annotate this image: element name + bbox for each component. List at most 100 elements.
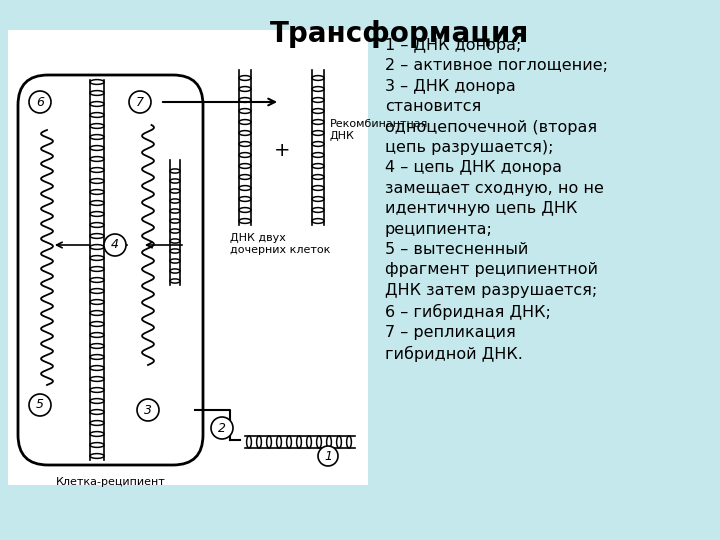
Ellipse shape <box>312 98 324 103</box>
Circle shape <box>318 446 338 466</box>
Ellipse shape <box>90 410 104 414</box>
Ellipse shape <box>312 197 324 201</box>
Ellipse shape <box>312 219 324 224</box>
Circle shape <box>104 234 126 256</box>
Ellipse shape <box>90 134 104 139</box>
Ellipse shape <box>90 267 104 272</box>
Ellipse shape <box>170 269 180 273</box>
Ellipse shape <box>90 454 104 458</box>
Circle shape <box>137 399 159 421</box>
Ellipse shape <box>239 119 251 124</box>
Ellipse shape <box>90 310 104 315</box>
Circle shape <box>129 91 151 113</box>
Ellipse shape <box>90 278 104 282</box>
Ellipse shape <box>90 91 104 96</box>
Ellipse shape <box>90 167 104 172</box>
Circle shape <box>29 91 51 113</box>
Ellipse shape <box>90 222 104 227</box>
Text: Рекомбинантная
ДНК: Рекомбинантная ДНК <box>330 119 428 141</box>
Ellipse shape <box>266 436 271 448</box>
Ellipse shape <box>90 343 104 348</box>
Text: 2: 2 <box>218 422 226 435</box>
Ellipse shape <box>312 207 324 212</box>
Ellipse shape <box>90 190 104 194</box>
Ellipse shape <box>90 288 104 293</box>
Ellipse shape <box>90 300 104 305</box>
Ellipse shape <box>90 179 104 184</box>
Ellipse shape <box>239 109 251 113</box>
Ellipse shape <box>90 376 104 381</box>
Circle shape <box>211 417 233 439</box>
Circle shape <box>29 394 51 416</box>
Text: Трансформация: Трансформация <box>271 20 530 48</box>
Ellipse shape <box>170 179 180 183</box>
Ellipse shape <box>170 279 180 283</box>
Ellipse shape <box>239 219 251 224</box>
Ellipse shape <box>170 189 180 193</box>
Ellipse shape <box>312 131 324 136</box>
Ellipse shape <box>239 98 251 103</box>
Text: 1 – ДНК донора;
2 – активное поглощение;
3 – ДНК донора
становится
одноцепочечно: 1 – ДНК донора; 2 – активное поглощение;… <box>385 38 608 362</box>
Text: +: + <box>274 140 290 159</box>
Ellipse shape <box>307 436 311 448</box>
Ellipse shape <box>170 249 180 253</box>
Ellipse shape <box>312 153 324 157</box>
Text: 3: 3 <box>144 403 152 416</box>
Text: Клетка-реципиент: Клетка-реципиент <box>55 477 166 487</box>
Ellipse shape <box>312 109 324 113</box>
Ellipse shape <box>312 186 324 191</box>
Ellipse shape <box>90 421 104 426</box>
Ellipse shape <box>312 164 324 168</box>
Ellipse shape <box>90 79 104 84</box>
Ellipse shape <box>90 333 104 338</box>
Ellipse shape <box>239 207 251 212</box>
Ellipse shape <box>327 436 331 448</box>
Text: 7: 7 <box>136 96 144 109</box>
FancyBboxPatch shape <box>18 75 203 465</box>
Ellipse shape <box>239 76 251 80</box>
Text: ДНК двух
дочерних клеток: ДНК двух дочерних клеток <box>230 233 330 255</box>
Ellipse shape <box>90 234 104 238</box>
Ellipse shape <box>287 436 292 448</box>
Ellipse shape <box>276 436 282 448</box>
Ellipse shape <box>90 200 104 205</box>
Ellipse shape <box>239 197 251 201</box>
Text: 5: 5 <box>36 399 44 411</box>
Ellipse shape <box>90 124 104 129</box>
Text: 4: 4 <box>111 239 119 252</box>
Ellipse shape <box>90 366 104 370</box>
Ellipse shape <box>90 212 104 217</box>
Ellipse shape <box>170 229 180 233</box>
Ellipse shape <box>317 436 321 448</box>
Ellipse shape <box>170 259 180 263</box>
Ellipse shape <box>312 141 324 146</box>
Ellipse shape <box>312 119 324 124</box>
Ellipse shape <box>90 355 104 360</box>
Ellipse shape <box>90 255 104 260</box>
Ellipse shape <box>239 164 251 168</box>
Ellipse shape <box>90 388 104 393</box>
Ellipse shape <box>90 245 104 249</box>
Ellipse shape <box>297 436 302 448</box>
Ellipse shape <box>170 199 180 203</box>
Ellipse shape <box>239 141 251 146</box>
Ellipse shape <box>337 436 341 448</box>
Ellipse shape <box>312 76 324 80</box>
Ellipse shape <box>239 86 251 91</box>
Ellipse shape <box>239 131 251 136</box>
Ellipse shape <box>239 153 251 157</box>
Ellipse shape <box>90 113 104 117</box>
Ellipse shape <box>170 169 180 173</box>
Ellipse shape <box>170 219 180 223</box>
Ellipse shape <box>256 436 261 448</box>
Text: 6: 6 <box>36 96 44 109</box>
Ellipse shape <box>239 186 251 191</box>
Text: 1: 1 <box>324 449 332 462</box>
Ellipse shape <box>239 174 251 179</box>
Ellipse shape <box>90 322 104 326</box>
Ellipse shape <box>90 157 104 161</box>
Ellipse shape <box>246 436 251 448</box>
Ellipse shape <box>170 209 180 213</box>
Ellipse shape <box>170 239 180 243</box>
Ellipse shape <box>90 102 104 106</box>
